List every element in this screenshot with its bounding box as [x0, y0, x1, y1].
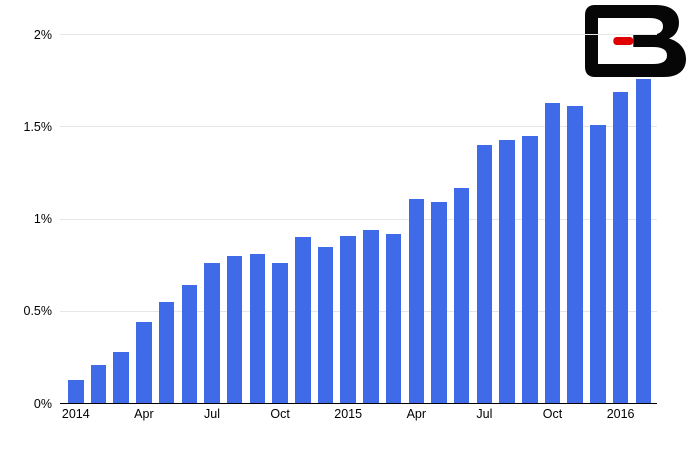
chart-bar [90, 364, 107, 404]
x-axis-line [60, 402, 657, 405]
chart-bar [612, 91, 629, 404]
chart-bar [113, 351, 129, 404]
chart-bar [476, 145, 493, 404]
chart-bar [181, 285, 198, 404]
x-axis-tick-label: Apr [406, 407, 427, 421]
chart-bar [453, 187, 470, 404]
gridline [60, 34, 657, 35]
chart-bar [226, 255, 243, 404]
chart-bar [544, 102, 561, 404]
chart-bar [590, 124, 606, 404]
chart-bar [272, 263, 288, 404]
chart-bar [317, 246, 334, 404]
logo-red-dash [613, 37, 634, 45]
y-axis-tick-label: 2% [33, 27, 52, 42]
chart-bar [522, 135, 538, 404]
chart-bar [431, 202, 447, 404]
chart-bar [567, 106, 583, 404]
x-axis-tick-label: Apr [134, 407, 154, 421]
chart-bar [635, 78, 652, 404]
gridline [60, 126, 657, 128]
chart-bar [204, 263, 220, 404]
chart-bar [136, 322, 152, 404]
chart-bar [68, 379, 84, 404]
x-axis-tick-label: Jul [204, 407, 220, 421]
x-axis-tick-label: 2015 [334, 407, 363, 421]
chart-bar [408, 198, 425, 404]
chart-bar [385, 233, 402, 404]
chart-bar [158, 302, 175, 404]
y-axis-tick-label: 0.5% [23, 304, 53, 319]
chart-bar [295, 237, 311, 404]
x-axis-tick-label: Oct [542, 407, 563, 421]
chart-bar [363, 230, 379, 404]
gridline [60, 218, 657, 220]
x-axis-tick-label: 2014 [61, 407, 90, 421]
logo-b-watermark [585, 5, 686, 77]
y-axis-tick-label: 1.5% [23, 119, 53, 134]
chart-bar [340, 235, 356, 404]
gridline [60, 310, 657, 312]
x-axis-tick-label: 2016 [606, 407, 635, 421]
chart-bar [249, 254, 266, 404]
x-axis-tick-label: Jul [476, 407, 493, 421]
x-axis-tick-label: Oct [270, 407, 290, 421]
y-axis-tick-label: 0% [33, 396, 52, 411]
chart-bar [499, 139, 515, 404]
y-axis-tick-label: 1% [33, 212, 52, 226]
